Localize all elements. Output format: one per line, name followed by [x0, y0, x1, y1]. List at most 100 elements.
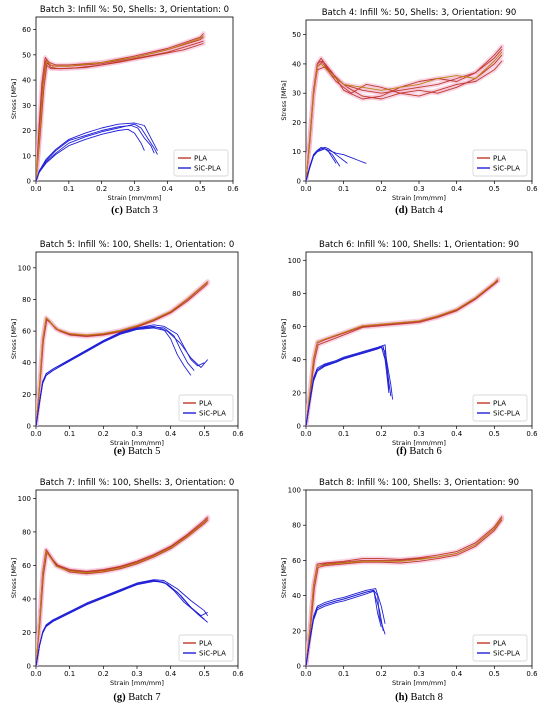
legend-label: SiC-PLA: [199, 650, 226, 658]
x-tick-label: 0.6: [227, 185, 239, 193]
pla-line-5: [306, 51, 503, 181]
pla-line-2: [36, 283, 209, 426]
y-tick-label: 50: [22, 51, 31, 59]
y-tick-label: 40: [22, 359, 31, 367]
chart-title: Batch 4: Infill %: 50, Shells: 3, Orient…: [322, 8, 517, 18]
plot-area: [36, 514, 210, 666]
y-tick-label: 80: [22, 296, 31, 304]
legend: PLA SiC-PLA: [472, 634, 528, 662]
chart-title: Batch 7: Infill %: 100, Shells: 3, Orien…: [40, 478, 235, 488]
legend-box: [178, 634, 234, 662]
y-tick-label: 30: [22, 102, 31, 110]
figure-caption: (f) Batch 6: [396, 446, 442, 457]
x-tick-label: 0.0: [30, 185, 41, 193]
legend: PLA SiC-PLA: [173, 149, 229, 177]
x-tick-label: 0.1: [338, 430, 349, 438]
pla-line-3: [36, 33, 204, 181]
chart-title: Batch 8: Infill %: 100, Shells: 3, Orien…: [319, 478, 519, 488]
y-tick-label: 40: [22, 595, 31, 603]
y-tick-label: 40: [292, 356, 301, 364]
x-tick-label: 0.0: [300, 670, 311, 678]
caption-letter: (g): [113, 692, 128, 703]
legend: PLA SiC-PLA: [472, 149, 528, 177]
pla-line-2: [306, 280, 499, 426]
y-tick-label: 0: [27, 178, 31, 186]
x-tick-label: 0.1: [338, 670, 349, 678]
x-tick-label: 0.3: [413, 670, 424, 678]
y-tick-label: 10: [22, 152, 31, 160]
y-tick-label: 80: [22, 528, 31, 536]
y-axis-label: Stress [MPa]: [280, 558, 288, 598]
y-axis-label: Stress [MPa]: [280, 80, 288, 120]
x-tick-label: 0.1: [64, 670, 75, 678]
sic-pla-line-7: [36, 327, 209, 426]
x-tick-label: 0.5: [195, 185, 206, 193]
legend-label: PLA: [493, 640, 506, 648]
plot-area: [306, 276, 501, 426]
x-tick-label: 0.6: [526, 670, 538, 678]
y-tick-label: 30: [292, 90, 301, 98]
x-tick-label: 0.5: [199, 670, 210, 678]
x-tick-label: 0.0: [30, 670, 41, 678]
caption-text: Batch 3: [125, 205, 157, 216]
y-tick-label: 20: [292, 389, 301, 397]
legend-label: SiC-PLA: [493, 650, 520, 658]
x-axis-label: Strain [mm/mm]: [110, 679, 164, 687]
plot-area: [306, 514, 505, 666]
caption-letter: (c): [111, 205, 125, 216]
pla-line-5: [36, 35, 204, 181]
chart-title: Batch 6: Infill %: 100, Shells: 1, Orien…: [319, 240, 519, 250]
figure-caption: (h) Batch 8: [395, 692, 443, 703]
pla-line-4: [36, 518, 209, 666]
legend-label: SiC-PLA: [493, 410, 520, 418]
chart-panel-1: Batch 3: Infill %: 50, Shells: 3, Orient…: [10, 5, 239, 216]
figure-caption: (c) Batch 3: [111, 205, 158, 216]
pla-line-2: [36, 519, 209, 666]
figure-caption: (g) Batch 7: [113, 692, 160, 703]
y-tick-label: 20: [292, 627, 301, 635]
figure-caption: (d) Batch 4: [395, 205, 444, 216]
y-tick-label: 60: [22, 562, 31, 570]
y-tick-label: 60: [22, 26, 31, 34]
chart-panel-2: Batch 4: Infill %: 50, Shells: 3, Orient…: [280, 8, 538, 216]
x-tick-label: 0.3: [131, 670, 142, 678]
x-tick-label: 0.5: [489, 670, 500, 678]
y-tick-label: 100: [288, 487, 301, 495]
x-tick-label: 0.4: [451, 185, 463, 193]
caption-text: Batch 4: [411, 205, 444, 216]
caption-text: Batch 7: [128, 692, 160, 703]
x-tick-label: 0.4: [165, 430, 177, 438]
y-tick-label: 0: [297, 423, 301, 431]
y-tick-label: 0: [297, 663, 301, 671]
x-tick-label: 0.4: [162, 185, 174, 193]
plot-area: [36, 279, 210, 426]
x-tick-label: 0.2: [376, 670, 387, 678]
x-tick-label: 0.5: [199, 430, 210, 438]
y-axis-label: Stress [MPa]: [10, 558, 18, 598]
y-tick-label: 0: [27, 423, 31, 431]
legend-label: PLA: [493, 155, 506, 163]
caption-text: Batch 6: [409, 446, 441, 457]
x-axis-label: Strain [mm/mm]: [108, 194, 162, 202]
sic-pla-line-8: [36, 128, 145, 181]
legend: PLA SiC-PLA: [178, 394, 234, 422]
chart-title: Batch 3: Infill %: 50, Shells: 3, Orient…: [40, 5, 229, 15]
x-tick-label: 0.3: [413, 185, 424, 193]
legend-box: [472, 394, 528, 422]
y-tick-label: 80: [292, 522, 301, 530]
y-tick-label: 40: [22, 77, 31, 85]
plot-area: [306, 44, 505, 181]
sic-pla-line-7: [36, 123, 158, 181]
plot-area: [36, 31, 206, 181]
legend-box: [472, 634, 528, 662]
y-tick-label: 80: [292, 290, 301, 298]
x-tick-label: 0.6: [526, 430, 538, 438]
x-tick-label: 0.6: [232, 670, 244, 678]
pla-line-3: [36, 280, 209, 426]
x-tick-label: 0.6: [526, 185, 538, 193]
x-tick-label: 0.1: [338, 185, 349, 193]
x-tick-label: 0.5: [489, 430, 500, 438]
y-axis-label: Stress [MPa]: [10, 79, 18, 119]
legend: PLA SiC-PLA: [472, 394, 528, 422]
x-tick-label: 0.0: [300, 185, 311, 193]
